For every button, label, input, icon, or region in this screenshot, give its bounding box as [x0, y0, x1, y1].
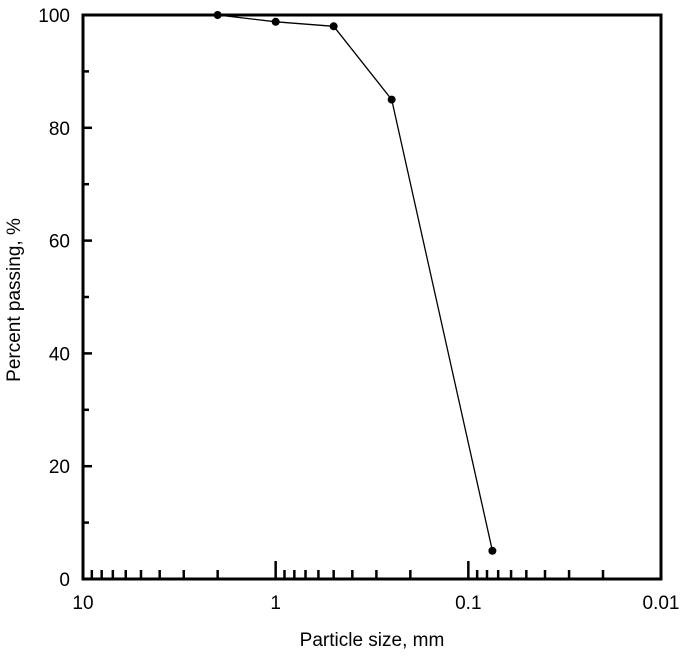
data-point [488, 546, 497, 555]
y-tick-label: 40 [49, 344, 70, 365]
x-tick-label: 0.01 [643, 593, 680, 614]
y-axis-ticks [83, 13, 92, 581]
y-axis-tick-labels: 0 20 40 60 80 100 [38, 6, 70, 591]
data-point [271, 17, 280, 26]
x-tick-label: 1 [270, 593, 281, 614]
y-tick-label: 60 [49, 232, 70, 253]
y-tick-label: 0 [59, 570, 70, 591]
x-tick-label: 10 [72, 593, 93, 614]
y-tick-label: 80 [49, 119, 70, 140]
data-point [387, 95, 396, 104]
x-axis-ticks [90, 561, 605, 579]
y-tick-label: 100 [38, 6, 70, 27]
data-points [213, 11, 497, 555]
y-axis-title: Percent passing, % [4, 218, 25, 382]
plot-frame [81, 13, 663, 581]
series-line [217, 14, 494, 551]
data-point [329, 22, 338, 31]
x-axis-tick-labels: 10 1 0.1 0.01 [72, 593, 679, 614]
x-axis-title: Particle size, mm [300, 630, 445, 651]
y-tick-label: 20 [49, 457, 70, 478]
x-tick-label: 0.1 [455, 593, 481, 614]
data-point [213, 11, 222, 19]
